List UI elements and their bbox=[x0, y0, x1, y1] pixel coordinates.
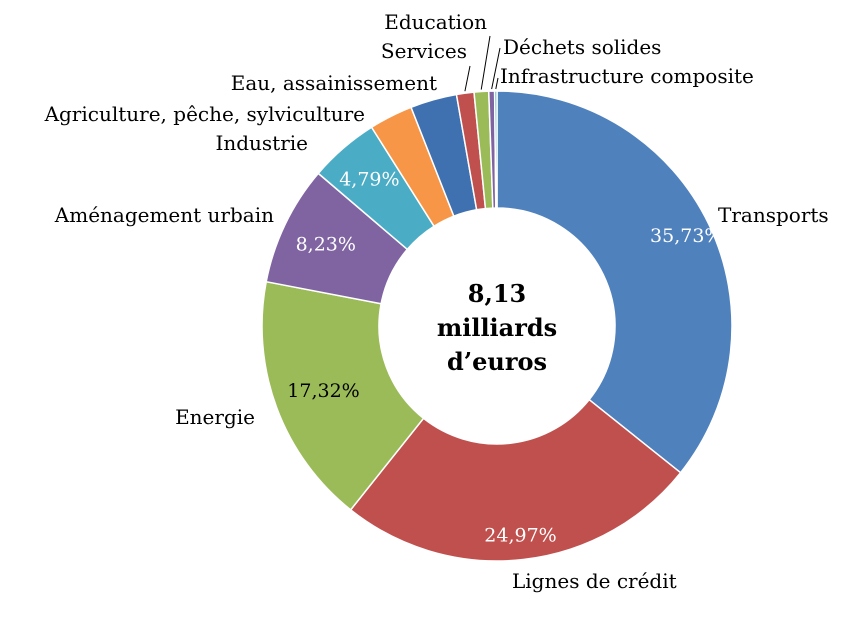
pct-label-1: 24,97% bbox=[484, 525, 556, 547]
leader-line-10 bbox=[495, 77, 499, 90]
pct-label-2: 17,32% bbox=[287, 380, 359, 402]
slice-0 bbox=[496, 90, 733, 474]
category-label-7: Services bbox=[381, 39, 467, 63]
category-label-0: Transports bbox=[718, 203, 829, 227]
center-total: 8,13 milliards d’euros bbox=[437, 279, 557, 376]
category-label-9: Déchets solides bbox=[503, 35, 661, 59]
pct-label-3: 8,23% bbox=[296, 234, 356, 256]
category-label-2: Energie bbox=[175, 405, 255, 429]
donut-slices bbox=[261, 90, 733, 562]
category-label-5: Agriculture, pêche, sylviculture bbox=[44, 102, 365, 126]
pct-label-4: 4,79% bbox=[339, 169, 399, 191]
center-text-line-1: 8,13 bbox=[468, 279, 526, 308]
leader-lines bbox=[464, 35, 501, 92]
category-label-1: Lignes de crédit bbox=[512, 569, 677, 593]
slice-10 bbox=[493, 90, 498, 209]
leader-line-8 bbox=[480, 35, 491, 90]
center-text-line-2: milliards bbox=[437, 313, 557, 342]
leader-line-9 bbox=[491, 47, 501, 90]
slice-1 bbox=[349, 398, 682, 562]
slice-2 bbox=[261, 280, 425, 511]
category-label-3: Aménagement urbain bbox=[54, 203, 274, 227]
category-label-6: Eau, assainissement bbox=[231, 71, 437, 95]
leader-line-7 bbox=[464, 65, 471, 92]
percentage-labels: 35,73% 24,97% 17,32% 8,23% 4,79% bbox=[287, 169, 722, 547]
category-label-8: Education bbox=[384, 10, 487, 34]
category-label-4: Industrie bbox=[215, 131, 308, 155]
pct-label-0: 35,73% bbox=[650, 225, 722, 247]
category-labels: Transports Lignes de crédit Energie Aménage… bbox=[44, 10, 829, 593]
category-label-10: Infrastructure composite bbox=[500, 64, 754, 88]
center-text-line-3: d’euros bbox=[447, 347, 547, 376]
